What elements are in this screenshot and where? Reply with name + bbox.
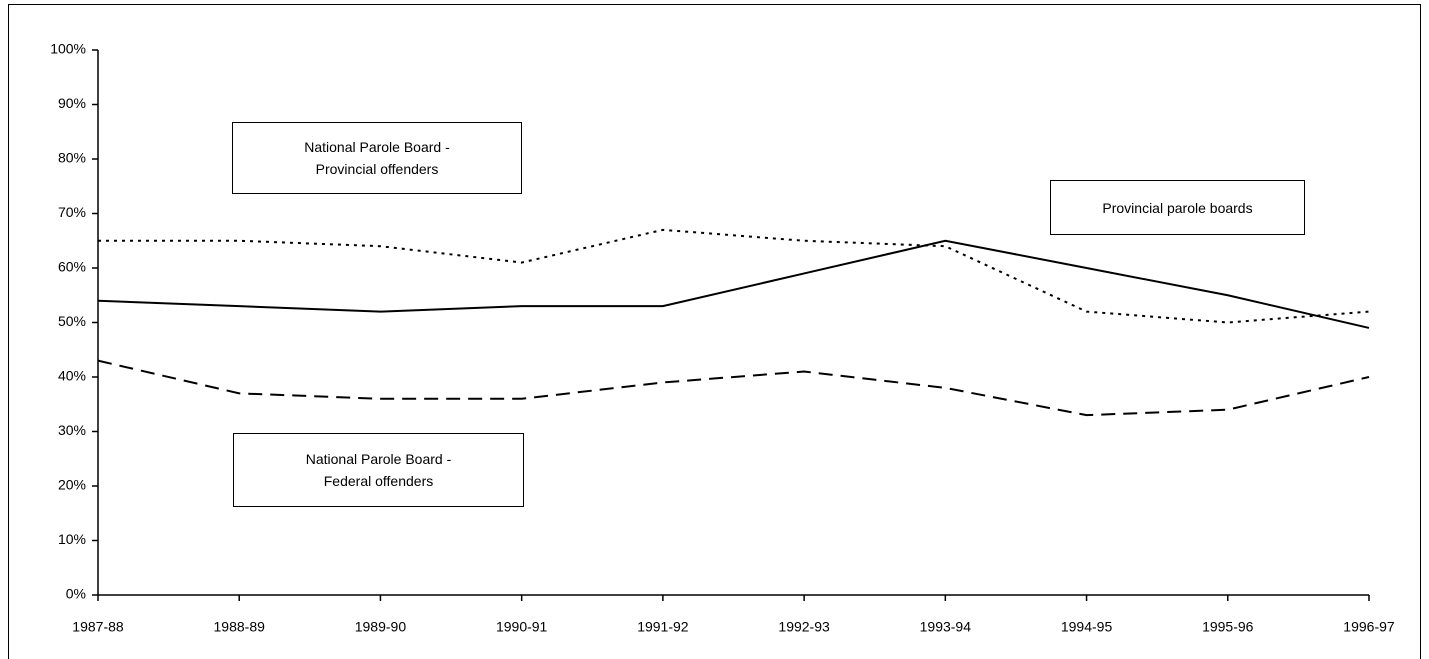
x-tick-label: 1993-94 (920, 619, 972, 635)
y-tick-label: 60% (58, 259, 86, 275)
legend-label: National Parole Board - Federal offender… (305, 451, 452, 489)
x-tick-label: 1992-93 (778, 619, 830, 635)
y-tick-label: 10% (58, 531, 86, 547)
x-tick-label: 1996-97 (1343, 619, 1395, 635)
x-tick-label: 1989-90 (355, 619, 407, 635)
y-tick-label: 100% (50, 41, 86, 57)
legend-box: National Parole Board - Federal offender… (233, 433, 524, 507)
legend-label: Provincial parole boards (1102, 199, 1253, 216)
x-tick-label: 1990-91 (496, 619, 548, 635)
x-tick-label: 1995-96 (1202, 619, 1254, 635)
x-tick-label: 1987-88 (72, 619, 124, 635)
series-line (97, 359, 1370, 417)
x-tick-label: 1988-89 (214, 619, 266, 635)
y-tick-label: 30% (58, 422, 86, 438)
y-tick-label: 40% (58, 368, 86, 384)
legend-box: National Parole Board - Provincial offen… (232, 122, 522, 194)
legend-label: National Parole Board - Provincial offen… (304, 139, 450, 177)
y-tick-label: 20% (58, 477, 86, 493)
legend-box: Provincial parole boards (1050, 180, 1305, 235)
y-tick-label: 70% (58, 204, 86, 220)
y-tick-label: 0% (66, 586, 86, 602)
y-tick-label: 90% (58, 95, 86, 111)
series-line (98, 228, 1370, 324)
y-tick-label: 80% (58, 150, 86, 166)
series-line (97, 239, 1370, 329)
chart-frame (8, 4, 1421, 659)
x-tick-label: 1991-92 (637, 619, 689, 635)
x-tick-label: 1994-95 (1061, 619, 1113, 635)
y-tick-label: 50% (58, 313, 86, 329)
